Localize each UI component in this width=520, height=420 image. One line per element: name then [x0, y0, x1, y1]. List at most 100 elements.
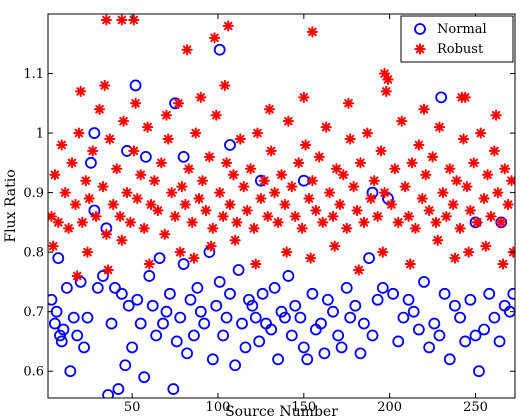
x-tick-label: 250 [463, 400, 488, 415]
point-robust [437, 187, 449, 199]
point-normal [81, 311, 94, 324]
point-normal [143, 270, 156, 282]
point-normal [170, 335, 183, 348]
point-robust [365, 192, 377, 205]
x-tick-label: 150 [291, 400, 316, 415]
point-robust [457, 133, 470, 145]
point-robust [193, 192, 205, 205]
point-robust [505, 175, 515, 187]
y-tick-label: 0.7 [23, 305, 44, 320]
point-normal [210, 299, 223, 312]
point-robust [262, 210, 274, 223]
point-robust [490, 109, 502, 121]
point-normal [48, 317, 61, 330]
point-normal [412, 323, 425, 336]
point-robust [402, 210, 415, 223]
point-robust [97, 181, 109, 193]
point-robust [121, 187, 133, 199]
point-robust [351, 204, 363, 217]
point-normal [423, 341, 436, 354]
point-robust [73, 127, 85, 139]
point-normal [335, 341, 348, 354]
point-robust [195, 91, 207, 103]
point-robust [275, 169, 288, 181]
y-tick-label: 1.1 [23, 67, 44, 82]
point-robust [480, 240, 492, 252]
point-normal [67, 311, 80, 324]
point-robust [160, 109, 173, 121]
point-normal [454, 311, 466, 324]
point-normal [315, 317, 327, 330]
point-normal [483, 287, 496, 300]
point-robust [100, 228, 112, 240]
point-normal [418, 276, 430, 288]
point-normal [206, 353, 219, 366]
point-robust [174, 246, 186, 258]
point-normal [50, 305, 63, 318]
point-normal [402, 293, 415, 306]
point-normal [160, 305, 173, 318]
point-normal [174, 311, 187, 324]
point-normal [321, 293, 334, 306]
point-normal [449, 299, 461, 312]
legend-label-normal: Normal [437, 22, 487, 37]
point-robust [344, 133, 356, 145]
point-robust [341, 222, 353, 234]
point-robust [49, 169, 61, 181]
point-normal [363, 252, 375, 264]
point-normal [109, 281, 121, 294]
point-robust [207, 222, 219, 234]
point-robust [222, 20, 234, 32]
point-robust [404, 258, 416, 270]
point-robust [406, 157, 418, 169]
point-robust [124, 216, 137, 228]
point-normal [57, 323, 70, 336]
point-normal [354, 347, 367, 360]
legend-label-robust: Robust [437, 42, 484, 57]
x-tick-label: 50 [124, 400, 141, 415]
point-robust [176, 181, 188, 193]
point-normal [91, 281, 104, 294]
point-robust [159, 228, 171, 240]
point-normal [217, 329, 230, 342]
point-normal [344, 311, 357, 324]
point-normal [102, 389, 114, 398]
point-robust [172, 97, 185, 109]
point-normal [153, 252, 166, 264]
y-tick-label: 0.6 [23, 365, 44, 380]
point-normal [253, 335, 266, 348]
point-robust [461, 181, 473, 193]
point-robust [52, 216, 64, 228]
point-robust [392, 216, 404, 228]
point-robust [423, 204, 435, 217]
point-robust [293, 157, 305, 169]
point-robust [468, 157, 480, 169]
point-normal [48, 293, 58, 306]
point-robust [87, 145, 99, 157]
point-normal [122, 299, 135, 312]
point-robust [143, 258, 155, 270]
point-robust [305, 252, 317, 264]
point-robust [478, 192, 490, 205]
point-normal [164, 287, 176, 300]
point-normal [52, 252, 65, 264]
point-robust [80, 175, 92, 187]
point-robust [111, 163, 123, 175]
point-robust [413, 139, 425, 151]
point-robust [129, 97, 142, 109]
point-robust [217, 210, 229, 223]
plot-frame [47, 13, 516, 399]
point-normal [349, 299, 362, 312]
point-robust [155, 157, 167, 169]
point-normal [469, 329, 482, 342]
point-robust [131, 192, 143, 205]
point-robust [116, 14, 128, 26]
point-normal [443, 353, 456, 366]
point-robust [100, 14, 112, 26]
point-normal [115, 287, 128, 300]
point-normal [366, 329, 379, 342]
point-robust [282, 115, 294, 127]
point-robust [323, 187, 336, 199]
point-normal [282, 270, 295, 282]
point-robust [298, 91, 310, 103]
